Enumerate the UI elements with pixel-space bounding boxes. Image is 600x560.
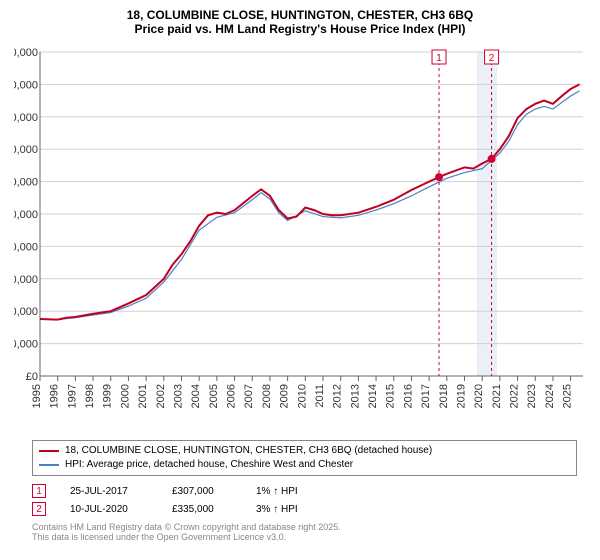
chart-svg: £50,000 £100,000 £150,000 £200,000 £250,000 £… xyxy=(14,48,587,428)
svg-text:1998: 1998 xyxy=(84,384,96,408)
sale-price: £307,000 xyxy=(172,486,232,497)
svg-text:2011: 2011 xyxy=(314,384,326,408)
svg-text:2014: 2014 xyxy=(367,384,379,408)
svg-text:1999: 1999 xyxy=(102,384,114,408)
plot-area: £50,000 £100,000 £150,000 £200,000 £250,000 £… xyxy=(14,48,587,428)
sale-date: 10-JUL-2020 xyxy=(70,504,148,515)
legend-row: 18, COLUMBINE CLOSE, HUNTINGTON, CHESTER… xyxy=(39,444,570,458)
svg-text:£300,000: £300,000 xyxy=(14,177,38,189)
svg-text:1995: 1995 xyxy=(31,384,43,408)
svg-text:£200,000: £200,000 xyxy=(14,241,38,253)
svg-text:2000: 2000 xyxy=(119,384,131,408)
legend: 18, COLUMBINE CLOSE, HUNTINGTON, CHESTER… xyxy=(32,440,577,476)
svg-text:2022: 2022 xyxy=(509,384,521,408)
svg-text:2021: 2021 xyxy=(491,384,503,408)
svg-text:£450,000: £450,000 xyxy=(14,79,38,91)
svg-text:£150,000: £150,000 xyxy=(14,274,38,286)
legend-swatch xyxy=(39,464,59,465)
svg-text:2005: 2005 xyxy=(208,384,220,408)
svg-text:2: 2 xyxy=(489,53,495,64)
footer-line2: This data is licensed under the Open Gov… xyxy=(32,532,341,542)
svg-text:2001: 2001 xyxy=(137,384,149,408)
svg-text:2019: 2019 xyxy=(455,384,467,408)
svg-text:£100,000: £100,000 xyxy=(14,306,38,318)
legend-row: HPI: Average price, detached house, Ches… xyxy=(39,458,570,472)
svg-text:£500,000: £500,000 xyxy=(14,48,38,59)
legend-label: 18, COLUMBINE CLOSE, HUNTINGTON, CHESTER… xyxy=(65,444,432,458)
svg-text:2002: 2002 xyxy=(155,384,167,408)
sale-row: 2 10-JUL-2020 £335,000 3% ↑ HPI xyxy=(32,500,316,518)
sale-date: 25-JUL-2017 xyxy=(70,486,148,497)
chart-container: 18, COLUMBINE CLOSE, HUNTINGTON, CHESTER… xyxy=(0,0,600,560)
svg-text:£250,000: £250,000 xyxy=(14,209,38,221)
svg-text:2012: 2012 xyxy=(332,384,344,408)
title-line1: 18, COLUMBINE CLOSE, HUNTINGTON, CHESTER… xyxy=(0,8,600,22)
svg-text:2007: 2007 xyxy=(243,384,255,408)
sale-pct: 1% ↑ HPI xyxy=(256,486,316,497)
legend-label: HPI: Average price, detached house, Ches… xyxy=(65,458,353,472)
svg-text:2016: 2016 xyxy=(402,384,414,408)
svg-text:2004: 2004 xyxy=(190,384,202,408)
svg-text:2023: 2023 xyxy=(526,384,538,408)
svg-text:£50,000: £50,000 xyxy=(14,339,38,351)
svg-text:2008: 2008 xyxy=(261,384,273,408)
sale-pct: 3% ↑ HPI xyxy=(256,504,316,515)
title-line2: Price paid vs. HM Land Registry's House … xyxy=(0,22,600,36)
svg-text:2025: 2025 xyxy=(562,384,574,408)
svg-text:£350,000: £350,000 xyxy=(14,144,38,156)
svg-text:2010: 2010 xyxy=(296,384,308,408)
svg-text:2003: 2003 xyxy=(172,384,184,408)
sale-badge: 2 xyxy=(32,502,46,516)
sales-table: 1 25-JUL-2017 £307,000 1% ↑ HPI 2 10-JUL-2020… xyxy=(32,482,316,518)
sale-row: 1 25-JUL-2017 £307,000 1% ↑ HPI xyxy=(32,482,316,500)
svg-text:2024: 2024 xyxy=(544,384,556,408)
legend-swatch xyxy=(39,450,59,452)
svg-text:2018: 2018 xyxy=(438,384,450,408)
svg-text:1: 1 xyxy=(436,53,442,64)
svg-text:2013: 2013 xyxy=(349,384,361,408)
svg-text:£400,000: £400,000 xyxy=(14,112,38,124)
svg-text:2020: 2020 xyxy=(473,384,485,408)
svg-text:£0: £0 xyxy=(26,371,38,383)
svg-text:2017: 2017 xyxy=(420,384,432,408)
svg-text:1996: 1996 xyxy=(49,384,61,408)
svg-text:2015: 2015 xyxy=(385,384,397,408)
chart-title: 18, COLUMBINE CLOSE, HUNTINGTON, CHESTER… xyxy=(0,0,600,36)
svg-text:2006: 2006 xyxy=(226,384,238,408)
footer: Contains HM Land Registry data © Crown c… xyxy=(32,522,341,542)
footer-line1: Contains HM Land Registry data © Crown c… xyxy=(32,522,341,532)
svg-text:2009: 2009 xyxy=(279,384,291,408)
sale-badge: 1 xyxy=(32,484,46,498)
svg-text:1997: 1997 xyxy=(66,384,78,408)
sale-price: £335,000 xyxy=(172,504,232,515)
